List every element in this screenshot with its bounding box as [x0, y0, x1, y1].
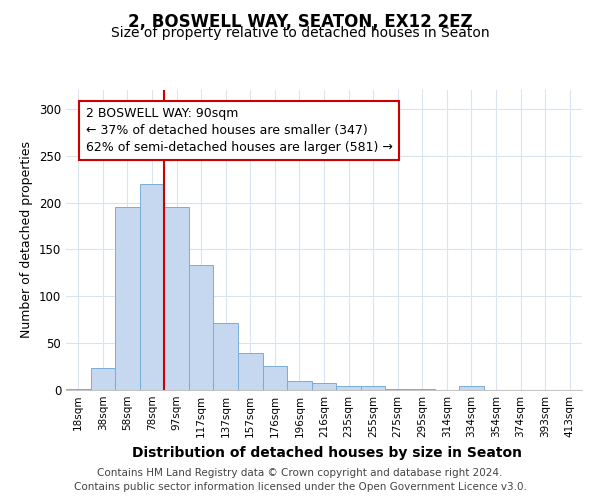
Y-axis label: Number of detached properties: Number of detached properties [20, 142, 34, 338]
Bar [361, 386, 385, 390]
Text: Contains HM Land Registry data © Crown copyright and database right 2024.
Contai: Contains HM Land Registry data © Crown c… [74, 468, 526, 492]
Bar [66, 389, 91, 390]
Bar [91, 368, 115, 390]
Bar [459, 386, 484, 390]
Bar [312, 382, 336, 390]
Bar [214, 322, 238, 390]
Bar [189, 266, 214, 390]
Text: Size of property relative to detached houses in Seaton: Size of property relative to detached ho… [110, 26, 490, 40]
Bar [287, 380, 312, 390]
Text: 2, BOSWELL WAY, SEATON, EX12 2EZ: 2, BOSWELL WAY, SEATON, EX12 2EZ [128, 12, 472, 30]
Text: Distribution of detached houses by size in Seaton: Distribution of detached houses by size … [132, 446, 522, 460]
Text: 2 BOSWELL WAY: 90sqm
← 37% of detached houses are smaller (347)
62% of semi-deta: 2 BOSWELL WAY: 90sqm ← 37% of detached h… [86, 107, 392, 154]
Bar [336, 386, 361, 390]
Bar [164, 207, 189, 390]
Bar [263, 366, 287, 390]
Bar [385, 389, 410, 390]
Bar [140, 184, 164, 390]
Bar [410, 389, 434, 390]
Bar [238, 352, 263, 390]
Bar [115, 207, 140, 390]
